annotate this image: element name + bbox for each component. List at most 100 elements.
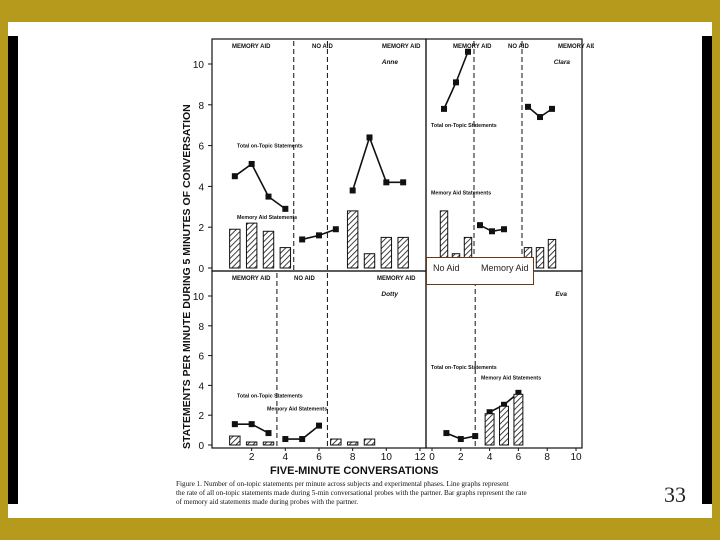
y-tick-label: 0 [198,441,204,452]
data-point-marker [248,421,255,428]
phase-label: NO AID [312,44,333,50]
right-dark-band [702,36,712,504]
panel-title: Anne [381,59,399,66]
memory-aid-bar [363,253,376,269]
x-tick-label: 8 [544,452,550,463]
data-point-marker [441,105,447,112]
data-point-marker [489,228,495,235]
data-point-marker [549,105,555,112]
x-tick-label: 12 [414,452,426,463]
caption-line: the rate of all on-topic statements made… [176,489,527,497]
phase-label: NO AID [508,44,529,50]
data-point-marker [299,436,306,443]
top-border-bar [0,0,720,22]
x-tick-label: 2 [249,452,255,463]
series-annotation: Total on-Topic Statements [431,365,497,371]
data-point-marker [231,421,238,428]
y-tick-label: 0 [198,264,204,275]
y-tick-label: 4 [198,182,204,193]
data-point-marker [457,436,464,443]
overlay-no-aid-label: No Aid [433,263,460,273]
y-tick-label: 10 [193,292,205,303]
data-point-marker [299,236,306,243]
panel-title: Clara [554,59,571,66]
phase-label: NO AID [294,276,315,282]
data-point-marker [366,134,373,141]
y-tick-label: 8 [198,322,204,333]
data-point-marker [472,433,479,440]
data-point-marker [265,193,272,200]
multi-panel-chart: STATEMENTS PER MINUTE DURING 5 MINUTES O… [181,38,597,477]
y-axis-label: STATEMENTS PER MINUTE DURING 5 MINUTES O… [181,104,193,449]
x-tick-label: 6 [516,452,522,463]
data-point-marker [349,187,356,194]
y-tick-label: 4 [198,381,204,392]
memory-aid-bar [346,441,359,446]
caption-line: Figure 1. Number of on-topic statements … [176,480,509,488]
phase-label: MEMORY AID [453,44,492,50]
data-point-marker [443,430,450,437]
memory-aid-bar [330,438,342,446]
data-point-marker [282,436,289,443]
left-dark-band [8,36,18,504]
memory-aid-bar [262,441,275,446]
data-point-marker [400,179,407,186]
page-number: 33 [664,482,686,507]
y-tick-label: 10 [193,60,205,71]
y-tick-label: 8 [198,101,204,112]
memory-aid-bar [245,222,258,269]
memory-aid-bar [262,230,275,269]
x-tick-label: 2 [458,452,464,463]
x-tick-label: 0 [429,452,435,463]
y-tick-label: 2 [198,223,204,234]
memory-aid-bar [346,210,359,269]
phase-label: MEMORY AID [382,44,421,50]
phase-label: MEMORY AID [558,44,594,50]
data-point-marker [332,226,339,233]
series-annotation: Memory Aid Statements [267,407,327,413]
data-point-marker [525,103,531,110]
memory-aid-bar [484,413,495,446]
memory-aid-bar [245,441,258,446]
series-annotation: Total on-Topic Statements [237,393,303,399]
x-tick-label: 4 [487,452,493,463]
data-point-marker [477,222,483,229]
figure-caption: Figure 1. Number of on-topic statements … [176,480,596,507]
phase-overlay-box: No Aid Memory Aid [426,257,534,285]
overlay-memory-aid-label: Memory Aid [481,263,529,273]
y-tick-label: 2 [198,411,204,422]
panel-frame [425,38,583,272]
series-annotation: Memory Aid Statements [481,375,541,381]
y-tick-label: 6 [198,142,204,153]
data-point-marker [316,422,322,429]
data-point-marker [316,232,322,239]
memory-aid-bar [535,247,545,269]
statement-line [234,162,286,210]
memory-aid-bar [499,405,509,446]
caption-line: of memory aid statements made during pro… [176,498,359,506]
data-point-marker [486,409,493,416]
data-point-marker [231,173,238,180]
data-point-marker [501,401,507,408]
data-point-marker [383,179,390,186]
phase-label: MEMORY AID [232,44,271,50]
phase-label: MEMORY AID [232,276,271,282]
memory-aid-bar [229,435,241,446]
memory-aid-bar [513,393,524,446]
bottom-border-bar [0,518,720,540]
memory-aid-bar [363,438,376,446]
data-point-marker [465,48,471,55]
x-tick-label: 8 [350,452,356,463]
phase-label: MEMORY AID [377,276,416,282]
memory-aid-bar [397,236,409,269]
left-border-bar [0,0,8,540]
x-tick-label: 10 [381,452,393,463]
panel-title: Dotty [381,291,398,298]
memory-aid-bar [380,236,393,269]
series-annotation: Memory Aid Statements [431,191,491,197]
series-annotation: Total on-Topic Statements [431,123,497,129]
y-tick-label: 6 [198,352,204,363]
data-point-marker [537,114,543,121]
x-axis-label: FIVE-MINUTE CONVERSATIONS [270,465,438,477]
series-annotation: Total on-Topic Statements [237,144,303,150]
